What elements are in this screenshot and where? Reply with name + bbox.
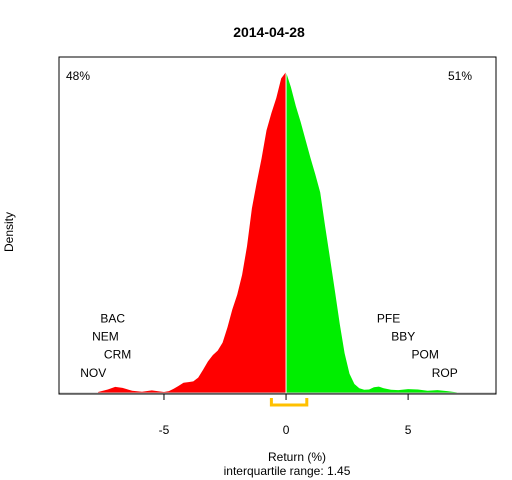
iqr-bracket [269,398,309,407]
y-axis-label: Density [2,212,16,252]
negative-share-label: 48% [66,69,90,83]
negative-density-area [98,72,286,393]
x-tick-label: -5 [159,423,170,437]
ticker-label: NOV [80,366,106,380]
positive-share-label: 51% [448,69,472,83]
x-tick-label: 0 [283,423,290,437]
ticker-annotations: BAC NEM CRM NOV PFE BBY POM ROP [80,311,458,380]
x-tick-label: 5 [405,423,412,437]
ticker-label: NEM [92,330,119,344]
ticker-label: ROP [432,366,458,380]
chart-subtitle: interquartile range: 1.45 [224,464,351,478]
ticker-label: POM [412,348,439,362]
x-axis-label: Return (%) [268,450,326,464]
ticker-label: BAC [100,311,125,325]
x-axis: -5 0 5 [58,56,497,437]
density-areas [98,72,457,393]
ticker-label: PFE [377,311,400,325]
chart-title: 2014-04-28 [233,24,305,40]
plot-frame [58,56,497,395]
positive-density-area [286,72,457,393]
ticker-label: CRM [104,348,131,362]
ticker-label: BBY [391,330,415,344]
